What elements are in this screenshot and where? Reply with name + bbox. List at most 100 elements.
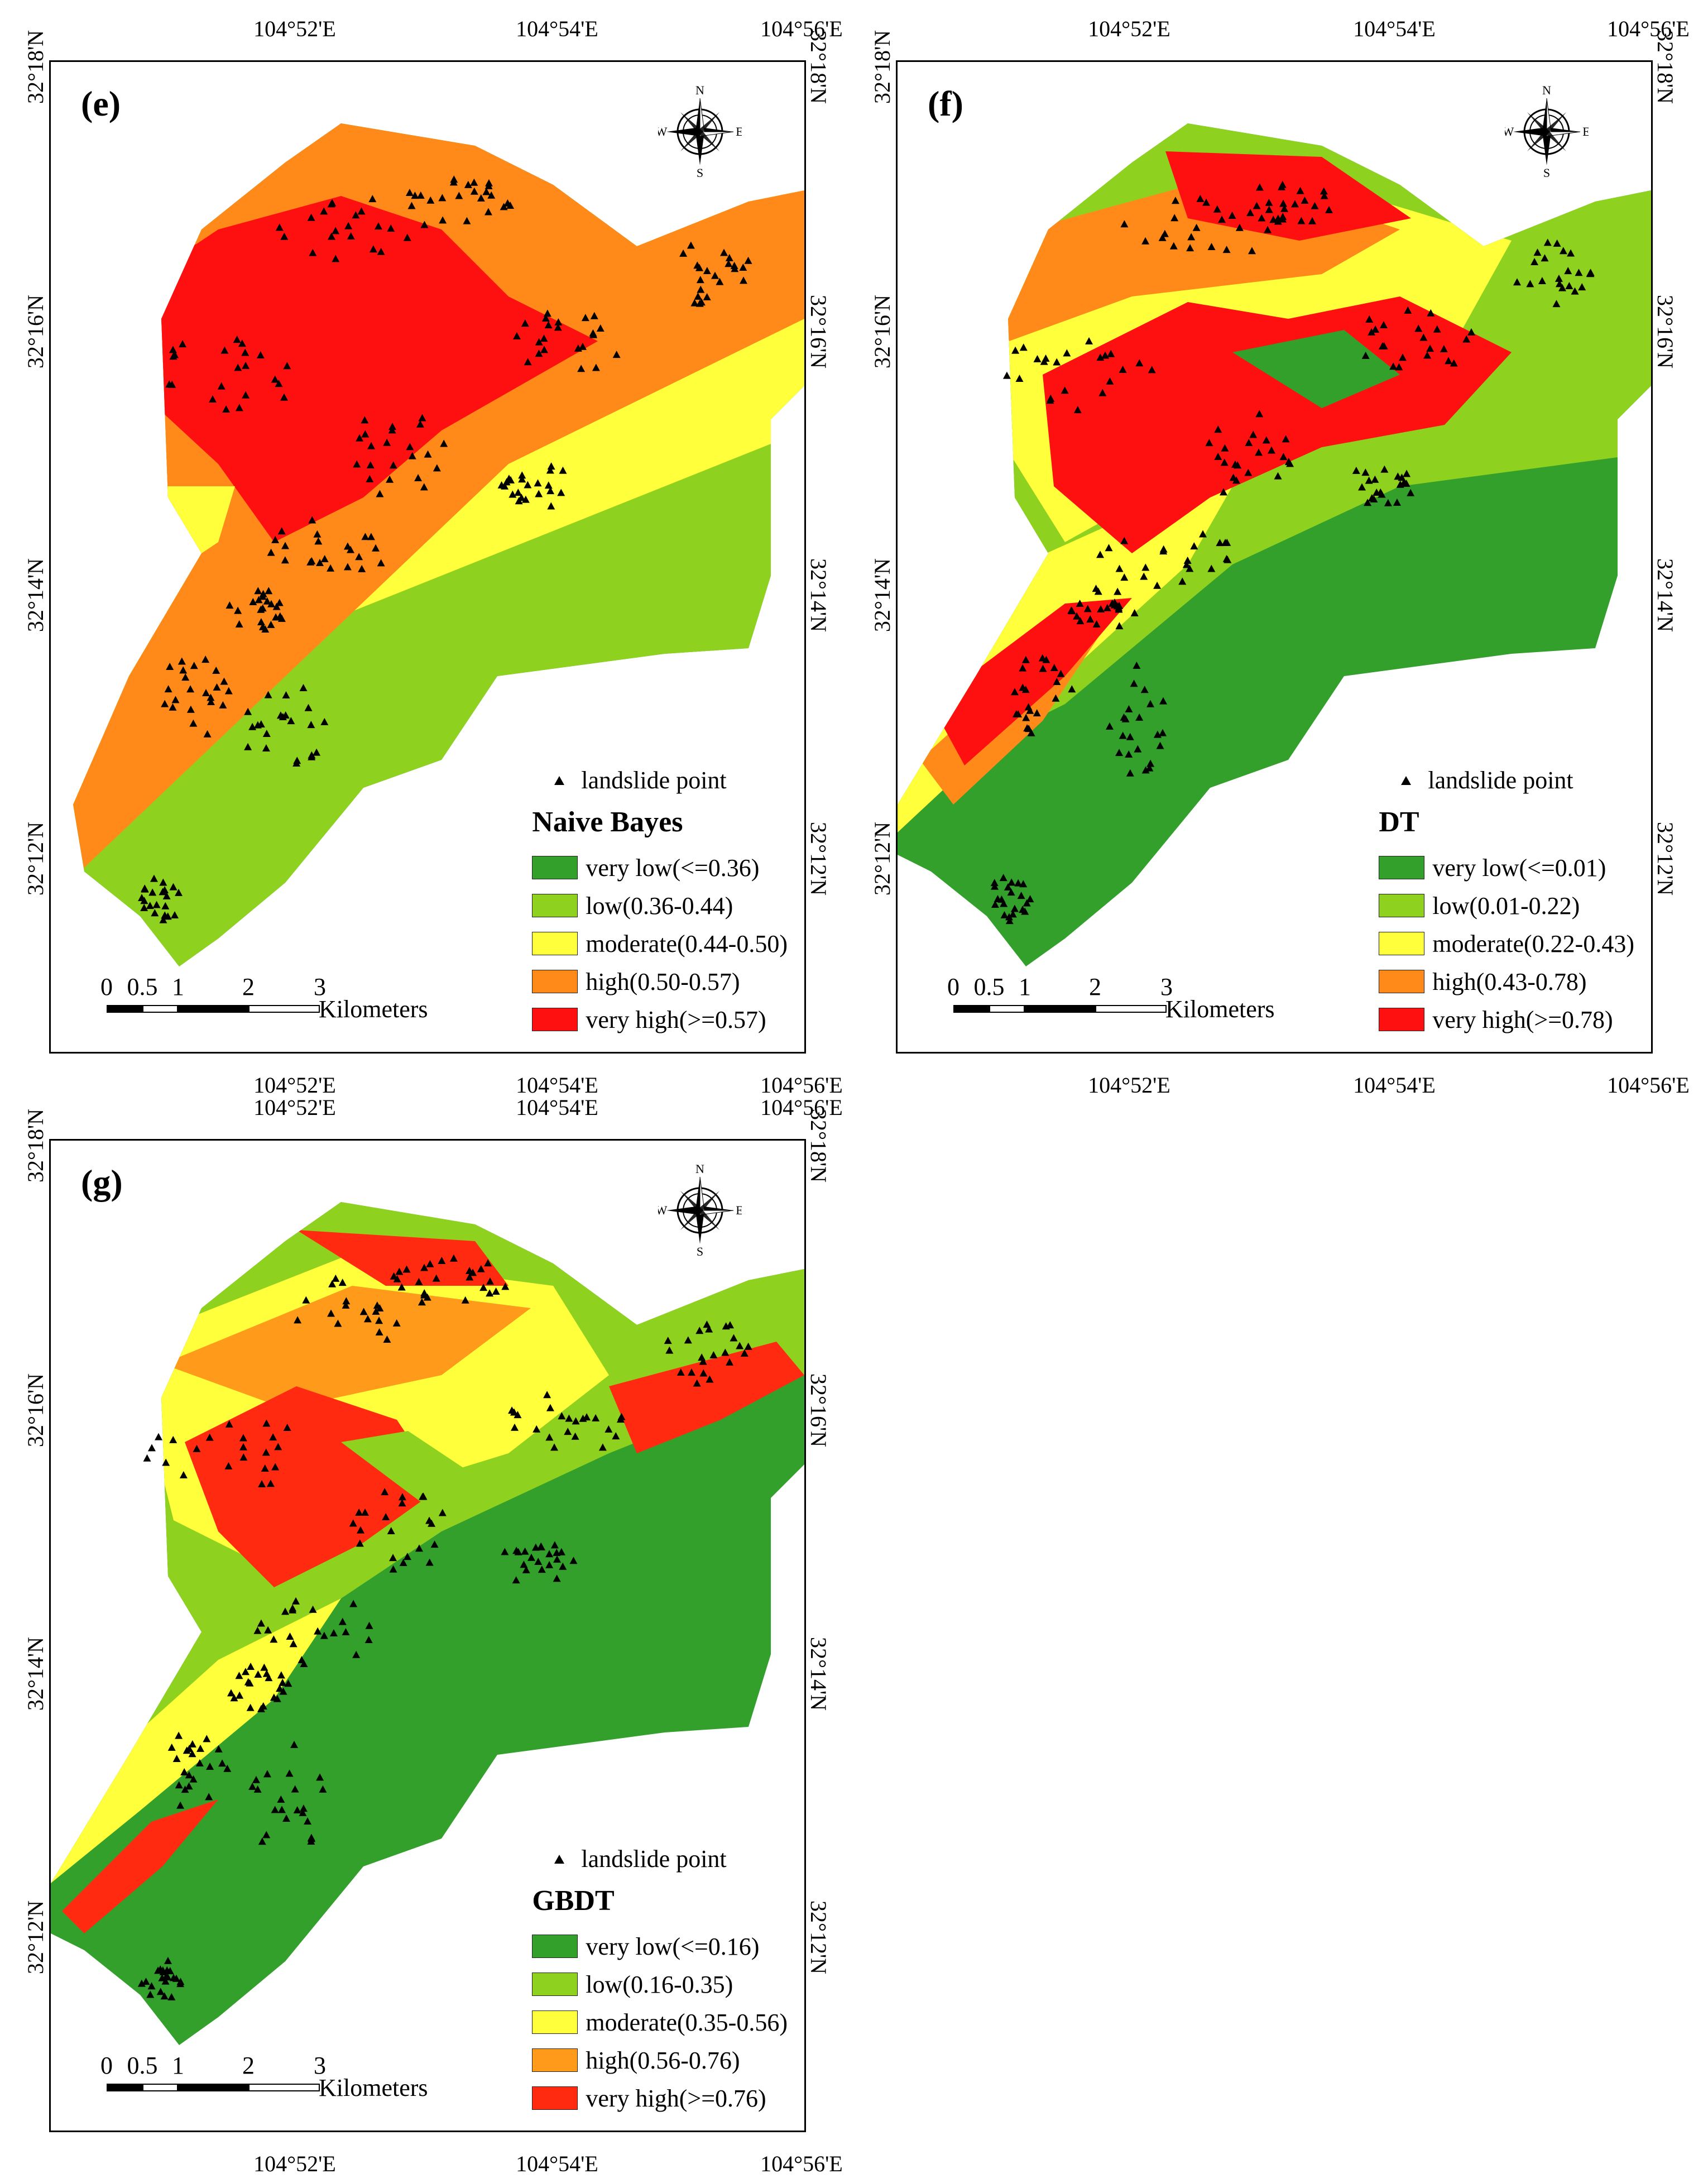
legend-swatch [532, 856, 578, 879]
landslide-point-marker [581, 314, 589, 322]
scale-tick: 0 [100, 973, 113, 1000]
landslide-point-marker [518, 475, 526, 483]
landslide-point-marker [291, 1785, 299, 1793]
landslide-point-marker [352, 211, 360, 219]
landslide-point-marker [189, 719, 198, 727]
landslide-point-marker [1106, 377, 1114, 385]
lon-tick-top: 104°52'E [253, 1095, 336, 1120]
landslide-point-marker [1141, 766, 1150, 774]
landslide-point-marker [486, 1277, 494, 1285]
landslide-point-marker [1552, 300, 1561, 308]
landslide-point-marker [744, 256, 752, 264]
legend-label: low(0.01-0.22) [1432, 892, 1580, 920]
landslide-point-marker [1101, 351, 1110, 359]
landslide-point-marker [186, 685, 195, 693]
landslide-point-marker [1543, 238, 1552, 246]
landslide-point-marker [203, 1735, 211, 1742]
legend-item: very low(<=0.36) [532, 849, 788, 887]
legend-item: very high(>=0.78) [1379, 1000, 1634, 1038]
landslide-point-marker [535, 338, 543, 346]
zone-very-high [296, 1230, 508, 1286]
landslide-point-marker [541, 314, 550, 322]
landslide-point-marker [357, 207, 366, 215]
landslide-point-marker [521, 319, 529, 327]
landslide-point-marker [1393, 498, 1401, 506]
landslide-point-marker [665, 1346, 674, 1354]
legend-swatch [532, 2048, 578, 2072]
landslide-point-marker [720, 248, 728, 256]
landslide-point-marker [287, 717, 295, 725]
landslide-point-marker [1115, 622, 1124, 630]
landslide-point-marker [703, 293, 711, 300]
landslide-point-marker [1026, 706, 1034, 714]
landslide-point-marker [725, 253, 733, 261]
landslide-point-marker [1021, 686, 1030, 693]
landslide-point-marker [510, 1408, 519, 1416]
lat-tick-right: 32°12'N [806, 821, 831, 896]
landslide-point-marker [522, 1566, 530, 1573]
landslide-point-marker [590, 312, 598, 319]
landslide-point-marker [1053, 677, 1061, 685]
landslide-point-marker [432, 1274, 440, 1282]
landslide-point-marker [242, 361, 250, 369]
scale-bar: 0 0.5 1 2 3 Kilometers [947, 973, 1275, 1023]
landslide-point-marker [440, 439, 448, 447]
landslide-point-marker [397, 1283, 406, 1291]
landslide-point-marker [390, 1272, 398, 1280]
landslide-point-marker [314, 537, 323, 545]
landslide-point-marker [1320, 192, 1328, 199]
landslide-point-marker [1115, 564, 1124, 572]
landslide-point-marker [725, 260, 733, 267]
landslide-point-marker [392, 1319, 401, 1327]
landslide-point-marker [705, 1325, 713, 1333]
landslide-point-marker [470, 178, 478, 186]
landslide-point-marker [408, 452, 416, 459]
landslide-point-marker [1253, 202, 1261, 209]
landslide-point-marker [255, 596, 263, 604]
landslide-point-marker [1220, 488, 1228, 496]
landslide-point-marker [169, 1435, 177, 1443]
landslide-point-marker [381, 1488, 389, 1496]
scale-segment [107, 2084, 142, 2091]
landslide-point-marker [292, 1597, 300, 1605]
landslide-point-marker [366, 461, 375, 468]
landslide-point-marker [1526, 280, 1534, 288]
landslide-point-marker [226, 601, 234, 609]
scale-tick: 0.5 [973, 973, 1005, 1000]
panel-label: (g) [81, 1162, 123, 1202]
landslide-point-marker [744, 1342, 752, 1350]
landslide-point-marker [167, 1993, 176, 2000]
landslide-point-marker [486, 1289, 494, 1297]
lat-tick-right: 32°16'N [806, 294, 831, 369]
landslide-point-marker [1119, 731, 1127, 739]
landslide-point-marker [740, 1349, 749, 1357]
landslide-point-marker [257, 720, 265, 728]
landslide-point-marker [1040, 357, 1048, 365]
scale-segment [178, 1005, 248, 1013]
landslide-point-marker [592, 363, 600, 371]
landslide-point-marker [569, 1557, 578, 1564]
landslide-point-marker [1213, 205, 1221, 213]
landslide-point-marker [363, 1315, 372, 1323]
landslide-point-marker [1000, 899, 1008, 907]
landslide-point-marker [151, 909, 159, 917]
landslide-point-marker [1053, 358, 1061, 366]
landslide-point-marker [1274, 472, 1282, 480]
landslide-point-marker [1096, 550, 1105, 558]
landslide-point-marker [730, 261, 738, 269]
landslide-point-marker [143, 1454, 151, 1462]
landslide-point-marker [572, 1417, 580, 1425]
landslide-point-marker [695, 264, 703, 271]
landslide-point-marker [439, 216, 447, 224]
landslide-point-marker [1171, 197, 1179, 204]
lon-tick-top: 104°54'E [516, 1095, 598, 1120]
scale-tick: 1 [172, 2052, 184, 2079]
landslide-point-marker [545, 1433, 554, 1441]
landslide-point-marker [1282, 435, 1290, 443]
landslide-point-marker [356, 434, 364, 442]
landslide-point-marker [1384, 499, 1392, 506]
landslide-point-marker [171, 911, 179, 918]
landslide-point-marker [349, 1519, 357, 1527]
landslide-point-marker [1186, 244, 1194, 252]
legend-item: low(0.01-0.22) [1379, 887, 1634, 925]
